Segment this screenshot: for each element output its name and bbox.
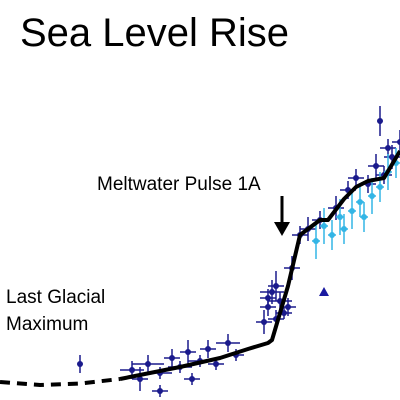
data-point: [349, 208, 355, 214]
data-point: [225, 340, 231, 346]
data-point: [145, 361, 151, 367]
curve-solid: [119, 149, 400, 381]
data-point: [397, 139, 400, 145]
plot-area: [0, 106, 400, 397]
data-point: [361, 214, 367, 220]
data-point: [205, 346, 211, 352]
data-point: [157, 388, 163, 394]
data-point: [357, 199, 363, 205]
data-point: [313, 238, 319, 244]
data-point: [137, 376, 143, 382]
meltwater-pulse-arrow: [274, 196, 290, 236]
meltwater-pulse-annotation: Meltwater Pulse 1A: [97, 174, 261, 195]
data-point: [369, 193, 375, 199]
data-point: [329, 232, 335, 238]
chart-title: Sea Level Rise: [20, 11, 289, 55]
data-point: [185, 349, 191, 355]
data-point: [373, 163, 379, 169]
last-glacial-maximum-label-line2: Maximum: [6, 314, 88, 335]
data-point: [285, 304, 291, 310]
data-point: [385, 145, 391, 151]
data-point: [169, 355, 175, 361]
data-point: [273, 283, 279, 289]
data-point: [261, 319, 267, 325]
data-point: [189, 376, 195, 382]
data-point: [341, 226, 347, 232]
data-point: [269, 289, 275, 295]
data-point: [353, 175, 359, 181]
curve-dashed: [0, 377, 121, 388]
data-point: [129, 367, 135, 373]
data-point: [77, 361, 83, 367]
last-glacial-maximum-label-line1: Last Glacial: [6, 287, 105, 308]
data-point: [213, 361, 219, 367]
data-point: [377, 118, 383, 124]
data-point: [321, 223, 327, 229]
data-point: [337, 214, 343, 220]
data-point: [265, 295, 271, 301]
triangle-marker: [319, 287, 329, 296]
data-point: [377, 184, 383, 190]
